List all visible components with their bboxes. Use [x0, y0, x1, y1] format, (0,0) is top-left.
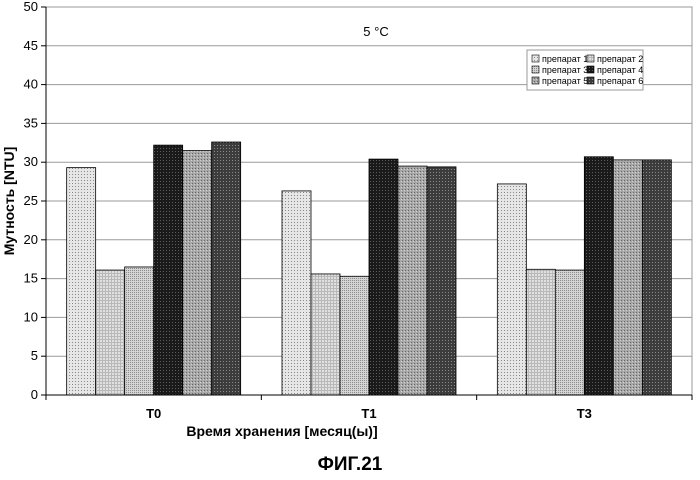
x-axis-title: Время хранения [месяц(ы)] [186, 423, 377, 439]
figure-caption: ФИГ.21 [317, 454, 383, 475]
bar-chart: 0 5 10 15 20 25 30 35 40 45 50 T0 T1 T3 5 °C Мутност… [1, 0, 693, 439]
legend-swatch [586, 65, 595, 74]
y-tick-label: 30 [24, 154, 38, 169]
legend-swatch [586, 54, 595, 63]
bar-T1-series-6 [426, 166, 457, 396]
y-tick-label: 20 [24, 232, 38, 247]
legend-swatch [531, 54, 540, 63]
y-axis-ticks: 0 5 10 15 20 25 30 35 40 45 50 [24, 0, 46, 402]
x-tick-label: T1 [361, 406, 376, 421]
y-axis-title: Мутность [NTU] [1, 147, 17, 256]
y-tick-label: 5 [31, 348, 38, 363]
legend-box [526, 49, 644, 91]
bar-T0-series-6 [211, 141, 242, 396]
temperature-annotation: 5 °C [363, 24, 388, 39]
legend-swatch [531, 65, 540, 74]
bar-T0-series-3 [124, 266, 155, 396]
bars [66, 141, 672, 396]
y-tick-label: 0 [31, 387, 38, 402]
legend-label: препарат 2 [597, 54, 643, 64]
y-tick-label: 40 [24, 77, 38, 92]
x-tick-label: T0 [146, 406, 161, 421]
bar-T3-series-4 [583, 156, 614, 396]
bar-T3-series-3 [554, 269, 585, 396]
y-tick-label: 25 [24, 193, 38, 208]
bar-T1-series-5 [397, 165, 428, 396]
bar-T3-series-2 [525, 268, 556, 396]
bar-T1-series-4 [368, 158, 399, 396]
x-tick-label: T3 [577, 406, 592, 421]
bar-T0-series-5 [182, 150, 213, 396]
bar-T3-series-5 [612, 159, 643, 396]
bar-T0-series-4 [153, 144, 184, 396]
bar-T1-series-3 [339, 275, 370, 396]
y-tick-label: 35 [24, 115, 38, 130]
legend-label: препарат 1 [542, 54, 588, 64]
bar-T0-series-1 [66, 167, 97, 396]
y-tick-label: 45 [24, 38, 38, 53]
bar-T3-series-6 [641, 159, 672, 396]
bar-T0-series-2 [95, 269, 126, 396]
y-tick-label: 50 [24, 0, 38, 14]
bar-T1-series-1 [281, 190, 312, 396]
y-tick-label: 10 [24, 309, 38, 324]
x-axis-ticks: T0 T1 T3 [45, 395, 693, 421]
legend-label: препарат 3 [542, 65, 588, 75]
legend-swatch [586, 76, 595, 85]
bar-T3-series-1 [496, 183, 527, 396]
legend-label: препарат 4 [597, 65, 643, 75]
bar-T1-series-2 [310, 273, 341, 396]
y-tick-label: 15 [24, 271, 38, 286]
legend-label: препарат 6 [597, 76, 643, 86]
legend-label: препарат 5 [542, 76, 588, 86]
legend: препарат 1 препарат 2 препарат 3 препарат 4… [526, 49, 644, 91]
legend-swatch [531, 76, 540, 85]
